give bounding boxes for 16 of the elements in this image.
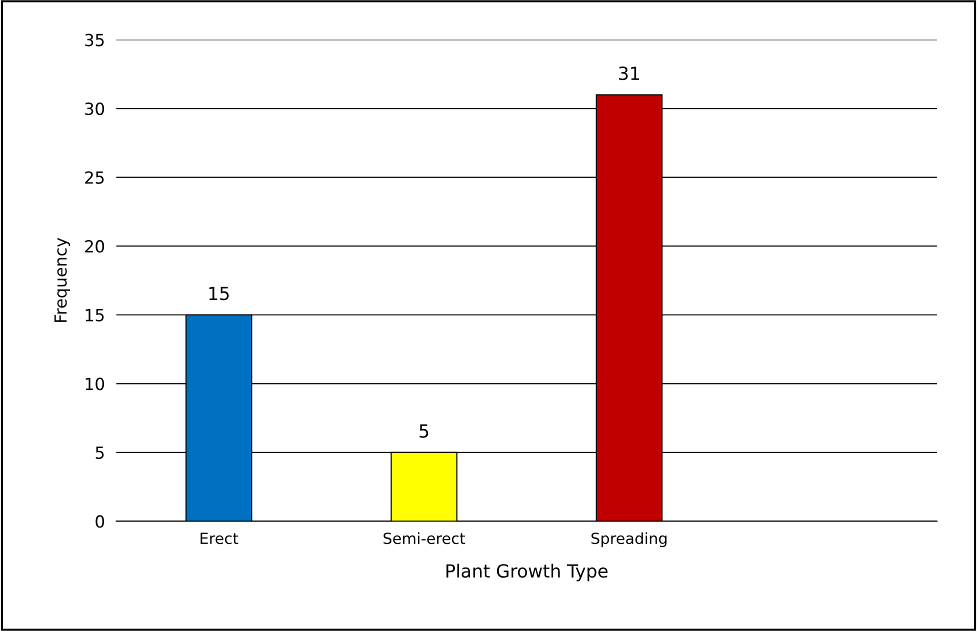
- y-tick-label: 25: [85, 171, 104, 184]
- x-tick-label: Semi-erect: [384, 532, 466, 544]
- y-tick-label: 30: [85, 102, 104, 116]
- y-tick-label: 5: [96, 446, 104, 459]
- x-tick-label: Spreading: [591, 532, 667, 548]
- y-tick-label: 35: [85, 34, 104, 46]
- y-tick-label: 0: [96, 515, 104, 528]
- y-tick-label: 15: [86, 309, 104, 322]
- x-tick-label: Erect: [200, 532, 238, 544]
- x-axis-title: Plant Growth Type: [446, 564, 608, 582]
- y-axis-title: Frequency: [54, 238, 70, 322]
- data-label: 15: [209, 286, 229, 300]
- y-tick-label: 10: [86, 378, 104, 390]
- data-label: 5: [420, 424, 428, 438]
- y-tick-label: 20: [85, 240, 104, 253]
- data-label: 31: [619, 66, 640, 80]
